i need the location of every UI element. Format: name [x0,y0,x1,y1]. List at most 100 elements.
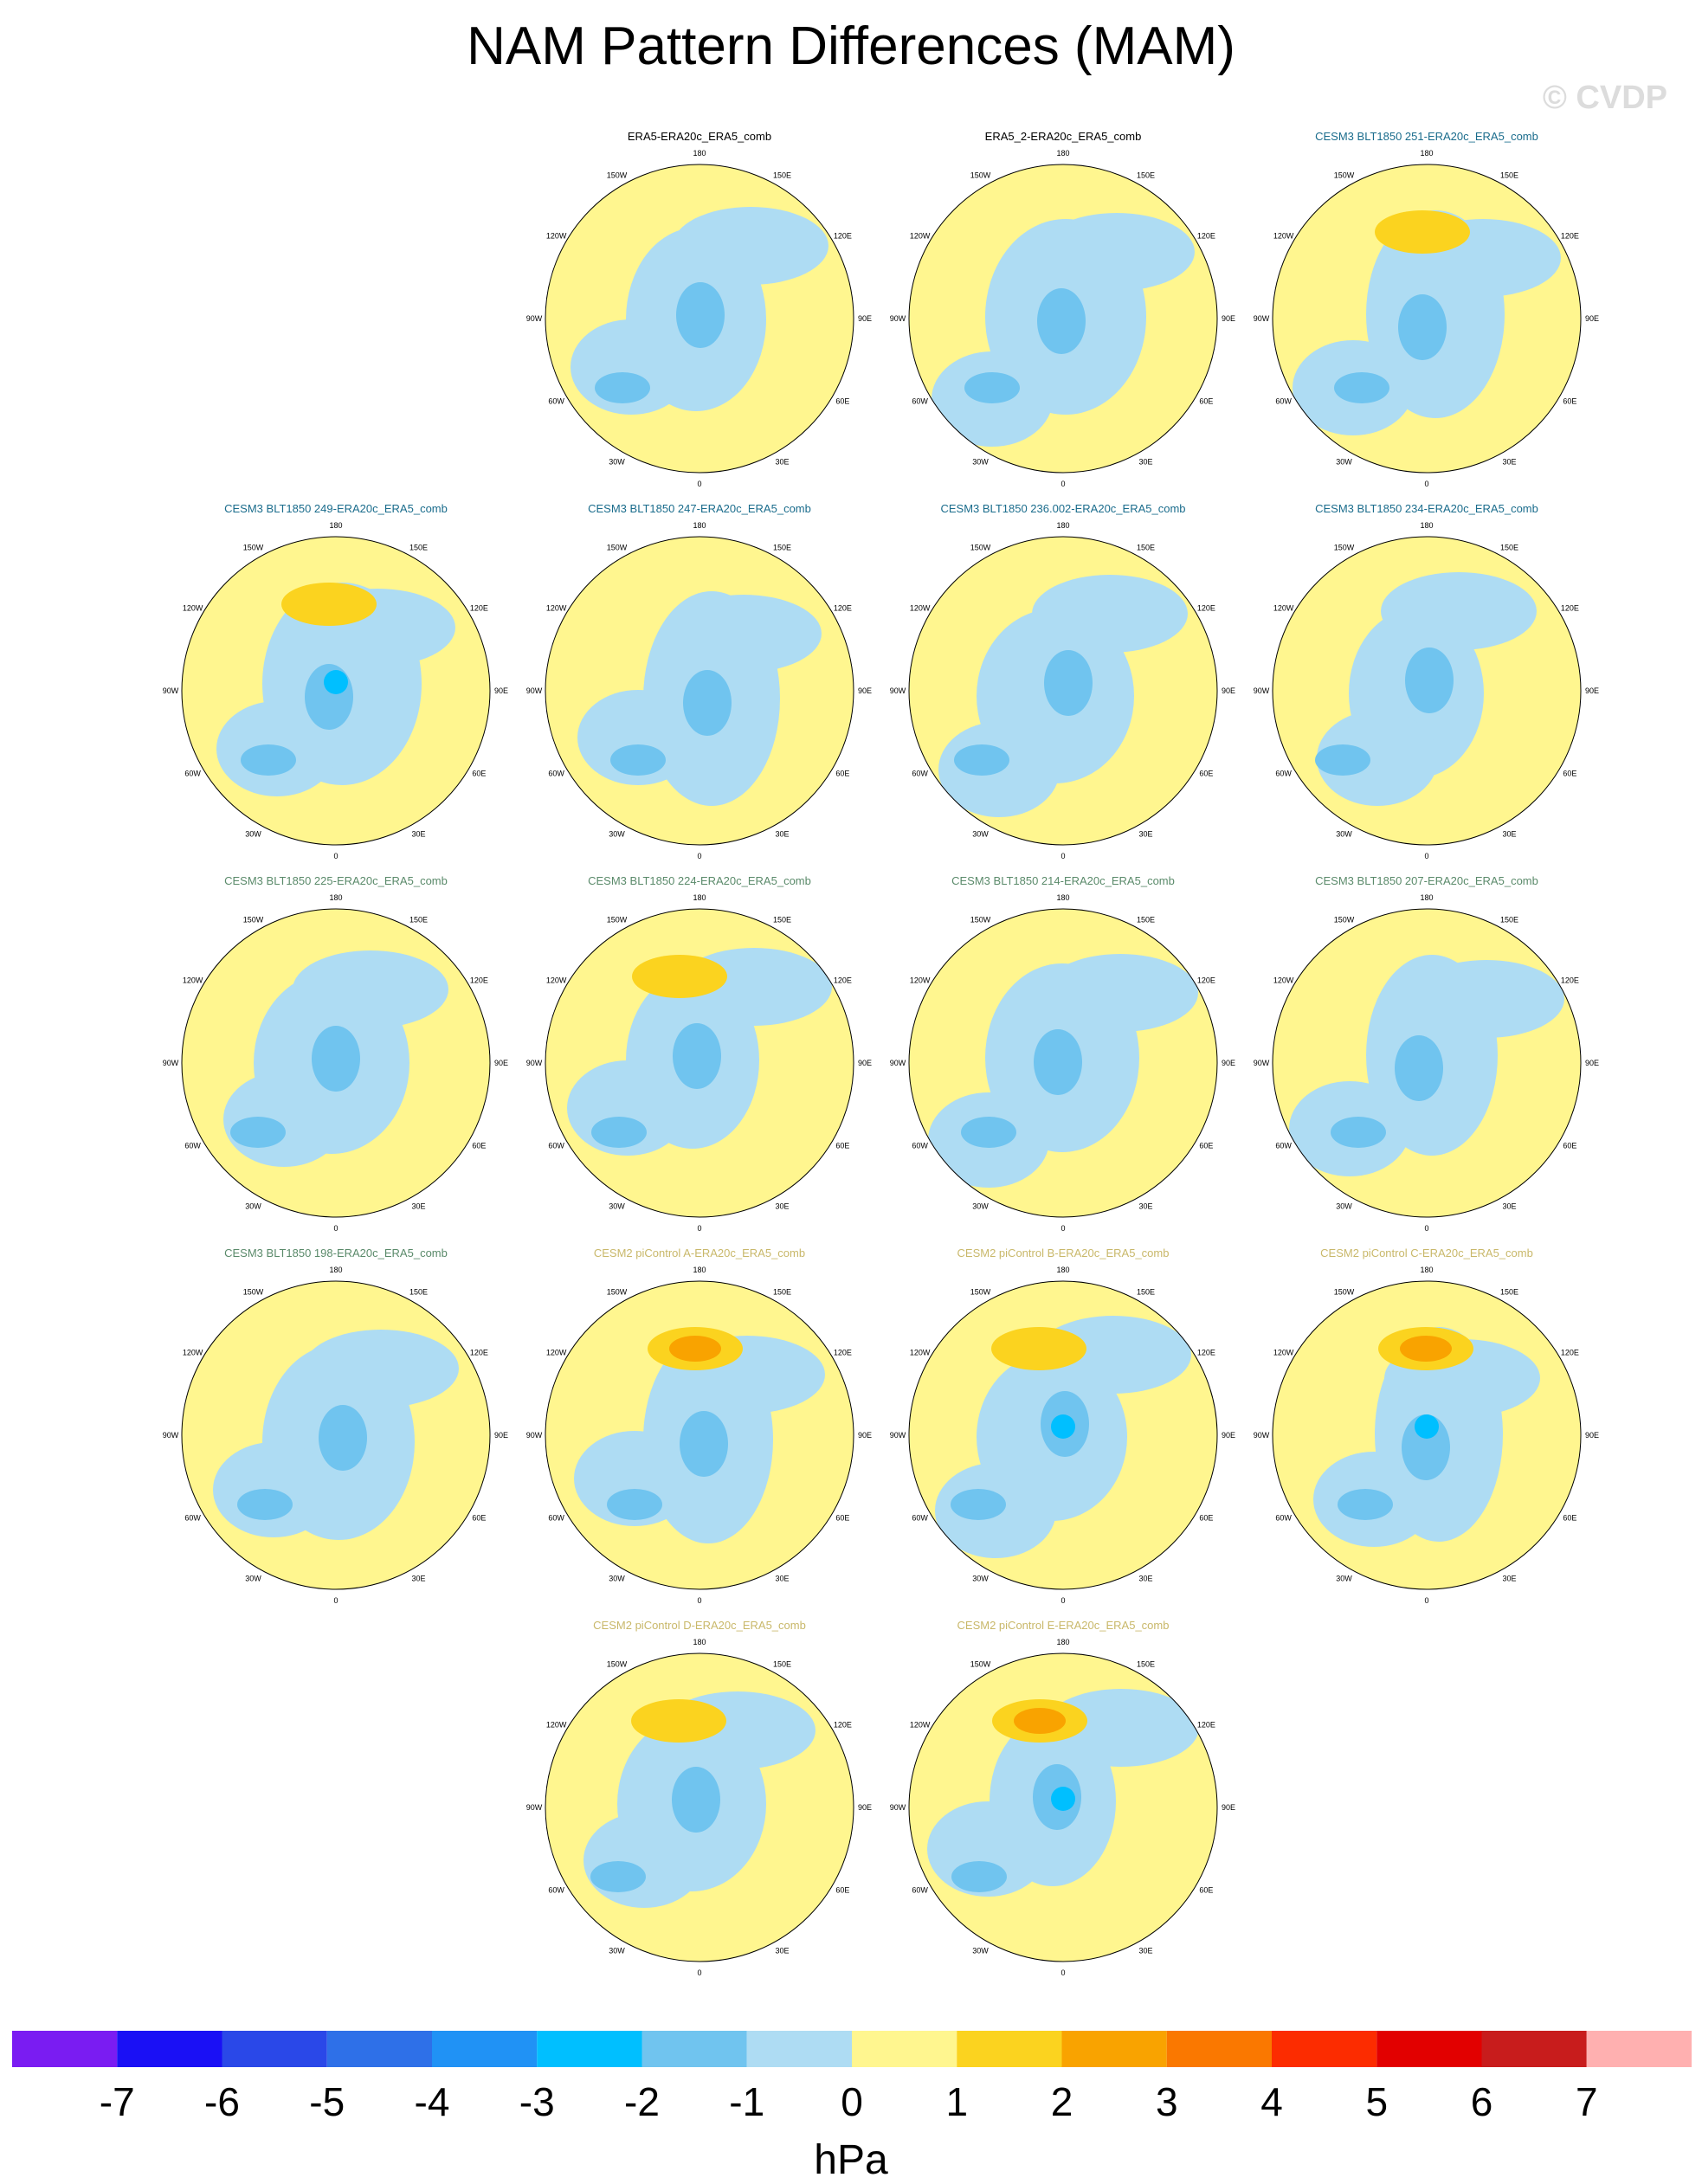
panel-title: ERA5-ERA20c_ERA5_comb [627,130,772,143]
longitude-tick-label: 120E [470,1349,488,1357]
anomaly-contour [1334,372,1389,403]
colorbar-swatch [222,2031,327,2067]
map-border [908,1280,1218,1590]
longitude-tick-label: 90W [890,1059,906,1067]
map-panel: ERA5_2-ERA20c_ERA5_comb 180 150E 120E 90E 60E… [881,130,1245,502]
longitude-tick-label: 120W [546,1721,567,1730]
longitude-tick-label: 60E [1563,397,1576,406]
map-panel: CESM2 piControl A-ERA20c_ERA5_comb 180 150… [518,1247,881,1619]
map-border [1272,164,1582,474]
longitude-tick-label: 30E [1138,1946,1152,1955]
map-border [181,1280,491,1590]
longitude-tick-label: 180 [329,893,342,902]
panel-title: CESM3 BLT1850 249-ERA20c_ERA5_comb [224,502,448,515]
longitude-tick-label: 150W [243,916,264,924]
anomaly-contour [1375,210,1470,254]
longitude-tick-label: 120E [1197,604,1215,613]
longitude-tick-label: 30E [1138,1202,1152,1210]
longitude-tick-label: 30W [972,1202,989,1210]
longitude-tick-label: 30E [775,1946,789,1955]
map-panel: CESM3 BLT1850 224-ERA20c_ERA5_comb 180 150… [518,874,881,1247]
longitude-tick-label: 150W [1334,544,1355,552]
anomaly-contour [964,372,1020,403]
map-border [545,1652,854,1962]
polar-map: 180 150E 120E 90E 60E 30E 0 30W 60W 90W 120W 150W [1254,1266,1599,1605]
longitude-tick-label: 60W [912,397,928,406]
longitude-tick-label: 30W [609,1946,625,1955]
longitude-tick-label: 30E [411,829,425,838]
colorbar-tick-label: 6 [1471,2079,1493,2124]
anomaly-contour [281,583,377,626]
longitude-tick-label: 0 [1061,1968,1065,1977]
anomaly-contour [676,282,725,348]
longitude-tick-label: 180 [1420,521,1433,530]
map-border [1272,1280,1582,1590]
longitude-tick-label: 30E [1502,829,1516,838]
longitude-tick-label: 90W [526,314,543,323]
longitude-tick-label: 150W [970,544,991,552]
longitude-tick-label: 90W [526,1059,543,1067]
longitude-tick-label: 60W [548,1886,564,1895]
map-border [545,1280,854,1590]
anomaly-contour [1409,960,1564,1038]
longitude-tick-label: 150E [1500,544,1518,552]
longitude-tick-label: 60E [835,770,849,778]
map-panel: CESM2 piControl E-ERA20c_ERA5_comb 180 150… [881,1619,1245,1991]
map-panel: CESM2 piControl D-ERA20c_ERA5_comb 180 150… [518,1619,881,1991]
longitude-tick-label: 180 [693,149,706,158]
longitude-tick-label: 180 [1056,1638,1069,1646]
map-panel: CESM3 BLT1850 247-ERA20c_ERA5_comb 180 150… [518,502,881,874]
longitude-tick-label: 90W [890,1431,906,1440]
longitude-tick-label: 120E [834,604,852,613]
longitude-tick-label: 60W [912,1514,928,1523]
anomaly-contour [1331,1117,1386,1148]
longitude-tick-label: 150W [243,544,264,552]
longitude-tick-label: 150E [773,544,791,552]
longitude-tick-label: 90W [163,1431,179,1440]
anomaly-contour [324,670,348,694]
longitude-tick-label: 60E [835,1514,849,1523]
panel-title: CESM3 BLT1850 247-ERA20c_ERA5_comb [588,502,811,515]
longitude-tick-label: 120W [183,1349,203,1357]
anomaly-contour [1014,1708,1066,1734]
polar-map: 180 150E 120E 90E 60E 30E 0 30W 60W 90W 120W 150W [526,893,872,1233]
colorbar-swatch [852,2031,957,2067]
anomaly-contour [673,207,828,285]
longitude-tick-label: 0 [1061,1224,1065,1233]
anomaly-contour [954,744,1009,776]
longitude-tick-label: 90W [526,1803,543,1812]
longitude-tick-label: 150W [607,916,628,924]
longitude-tick-label: 60W [1275,1514,1292,1523]
anomaly-contour [1405,647,1454,713]
longitude-tick-label: 90W [890,1803,906,1812]
longitude-tick-label: 0 [333,1596,338,1605]
longitude-tick-label: 150E [1500,916,1518,924]
longitude-tick-label: 120E [1561,232,1579,241]
map-panel: CESM3 BLT1850 207-ERA20c_ERA5_comb 180 150… [1245,874,1609,1247]
panel-title: CESM3 BLT1850 224-ERA20c_ERA5_comb [588,874,811,887]
longitude-tick-label: 180 [1056,893,1069,902]
longitude-tick-label: 60E [1199,1142,1213,1150]
panel-title: CESM3 BLT1850 234-ERA20c_ERA5_comb [1315,502,1538,515]
longitude-tick-label: 120E [834,1721,852,1730]
longitude-tick-label: 30W [609,457,625,466]
map-border [545,908,854,1218]
anomaly-contour [293,950,448,1028]
longitude-tick-label: 180 [1056,149,1069,158]
map-border [908,536,1218,846]
colorbar-tick-label: 2 [1051,2079,1073,2124]
longitude-tick-label: 60E [1199,770,1213,778]
longitude-tick-label: 30W [245,829,261,838]
longitude-tick-label: 30E [775,1574,789,1582]
anomaly-contour [595,372,650,403]
panel-title: ERA5_2-ERA20c_ERA5_comb [984,130,1142,143]
longitude-tick-label: 150E [773,171,791,180]
longitude-tick-label: 30E [775,1202,789,1210]
longitude-tick-label: 150E [773,1288,791,1297]
map-border [181,908,491,1218]
colorbar-swatch [12,2031,118,2067]
longitude-tick-label: 180 [1056,521,1069,530]
longitude-tick-label: 150E [1500,1288,1518,1297]
colorbar-swatch [1272,2031,1377,2067]
longitude-tick-label: 60E [1199,1514,1213,1523]
